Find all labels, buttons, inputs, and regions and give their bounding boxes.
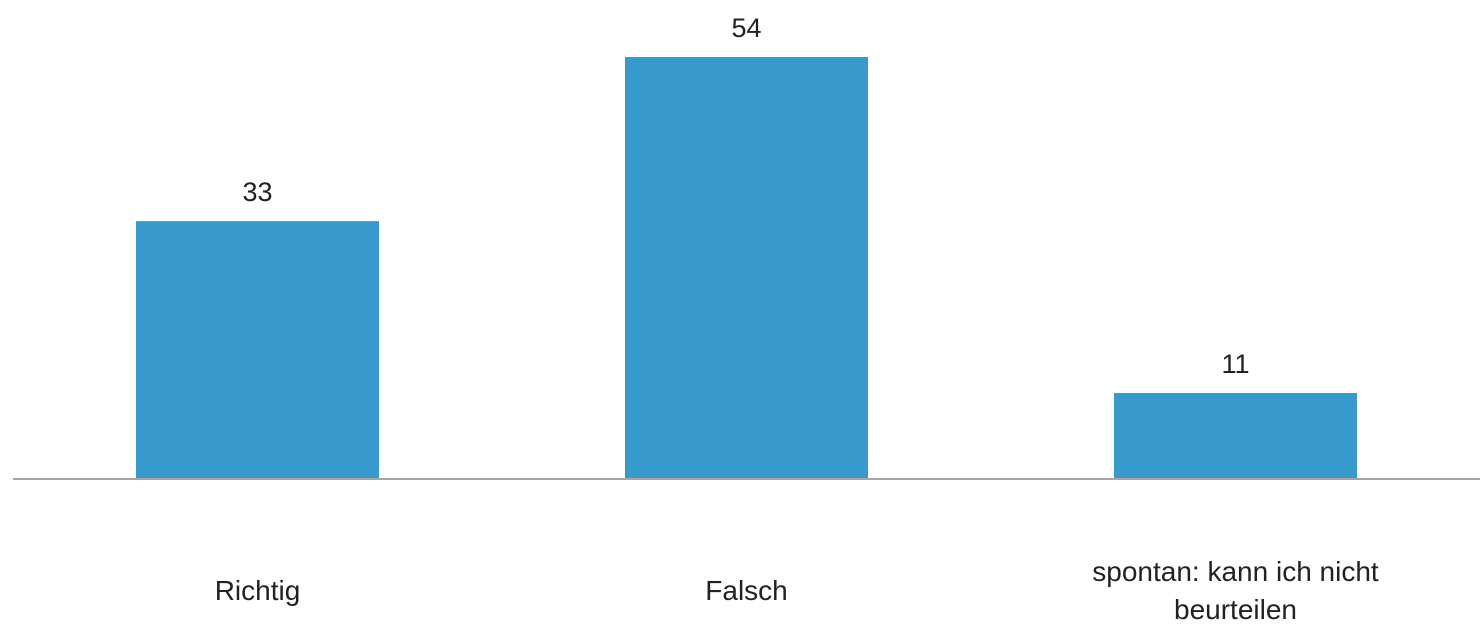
bar <box>625 57 868 479</box>
value-label: 11 <box>1221 349 1249 379</box>
value-label: 33 <box>242 177 272 207</box>
category-label: Falsch <box>705 575 788 606</box>
bar <box>136 221 379 479</box>
category-label: spontan: kann ich nicht beurteilen <box>1092 556 1379 625</box>
value-label: 54 <box>731 13 761 43</box>
category-label: Richtig <box>214 575 301 606</box>
bar <box>1114 393 1357 479</box>
